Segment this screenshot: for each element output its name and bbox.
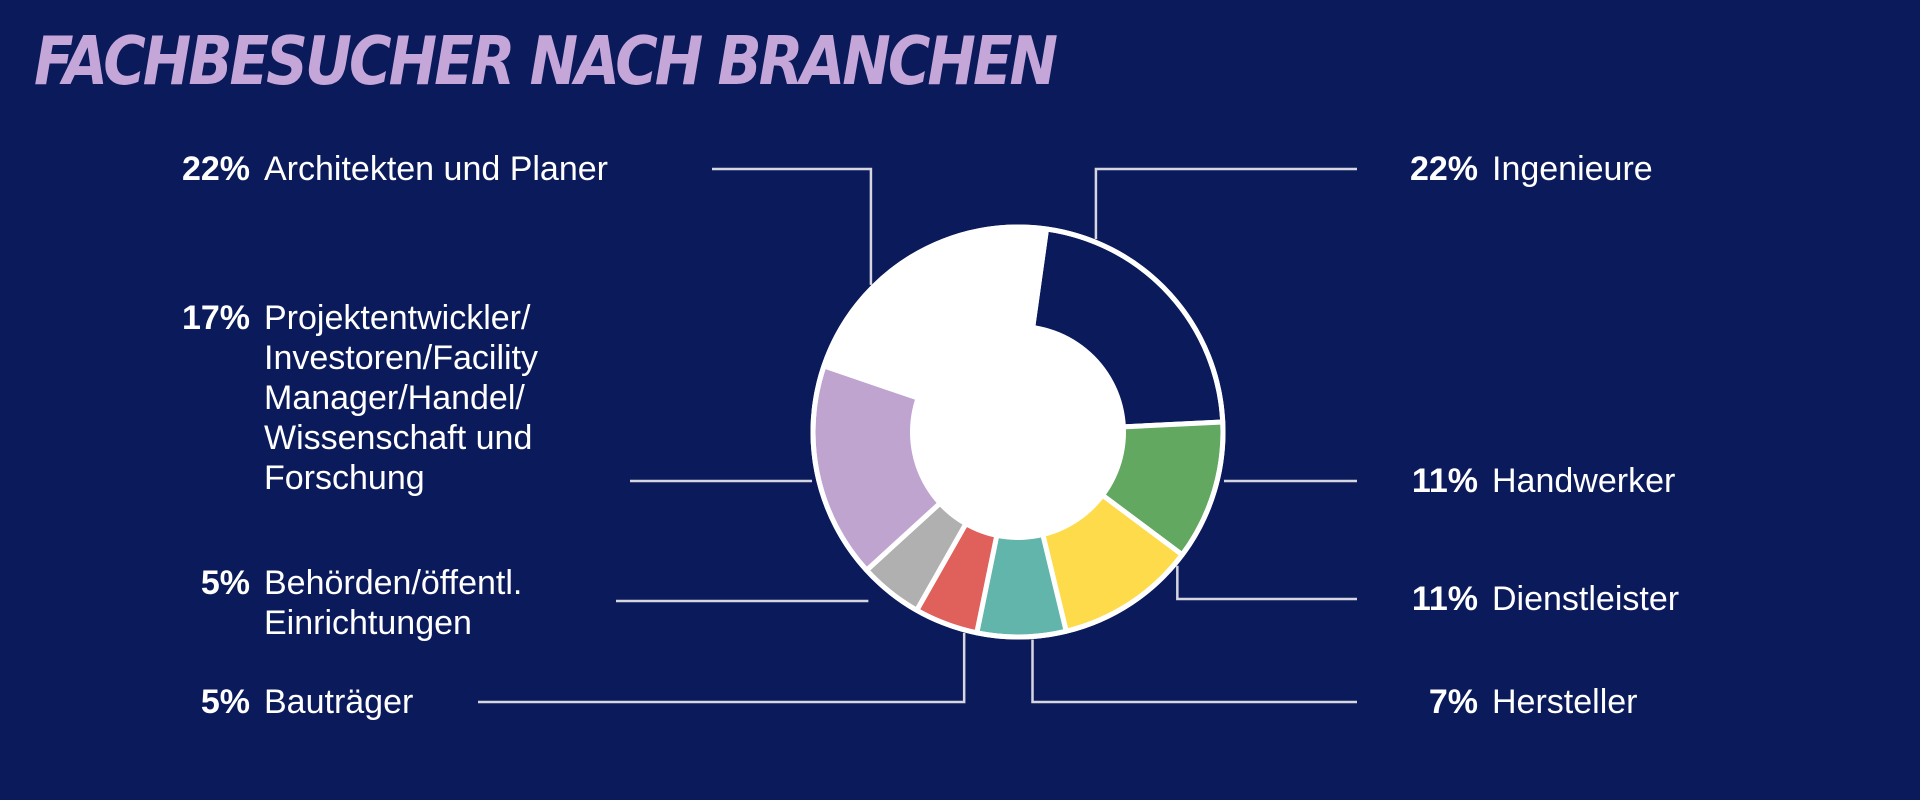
percent-label-2: 11% xyxy=(1412,580,1478,618)
percent-label-1: 11% xyxy=(1412,462,1478,500)
percent-label-5: 5% xyxy=(201,564,250,602)
percent-label-7: 22% xyxy=(182,150,250,188)
slice-labels: 22% Ingenieure 11% Handwerker 11% Dienstleist… xyxy=(182,150,1679,721)
category-label-1-0: Handwerker xyxy=(1492,462,1675,500)
category-label-4-0: Bauträger xyxy=(264,683,413,721)
category-label-5-0: Behörden/öffentl. xyxy=(264,564,522,602)
leader-line-3 xyxy=(1031,639,1357,704)
chart-title: FACHBESUCHER NACH BRANCHEN xyxy=(34,22,1057,100)
category-label-6-2: Manager/Handel/ xyxy=(264,379,525,417)
percent-label-3: 7% xyxy=(1429,683,1478,721)
leader-line-0 xyxy=(1094,167,1357,240)
category-label-5-1: Einrichtungen xyxy=(264,604,472,642)
percent-label-6: 17% xyxy=(182,299,250,337)
category-label-2-0: Dienstleister xyxy=(1492,580,1679,618)
donut-outline xyxy=(810,224,1226,640)
category-label-3-0: Hersteller xyxy=(1492,683,1637,721)
category-label-0-0: Ingenieure xyxy=(1492,150,1653,188)
donut-hole xyxy=(910,324,1126,540)
leader-lines xyxy=(478,167,1357,704)
percent-label-0: 22% xyxy=(1410,150,1478,188)
percent-label-4: 5% xyxy=(201,683,250,721)
category-label-6-3: Wissenschaft und xyxy=(264,419,532,457)
leader-line-2 xyxy=(1176,565,1357,601)
category-label-6-1: Investoren/Facility xyxy=(264,339,538,377)
category-label-7-0: Architekten und Planer xyxy=(264,150,608,188)
leader-line-4 xyxy=(478,632,966,704)
category-label-6-0: Projektentwickler/ xyxy=(264,299,531,337)
category-label-6-4: Forschung xyxy=(264,459,425,497)
leader-line-7 xyxy=(712,167,873,285)
